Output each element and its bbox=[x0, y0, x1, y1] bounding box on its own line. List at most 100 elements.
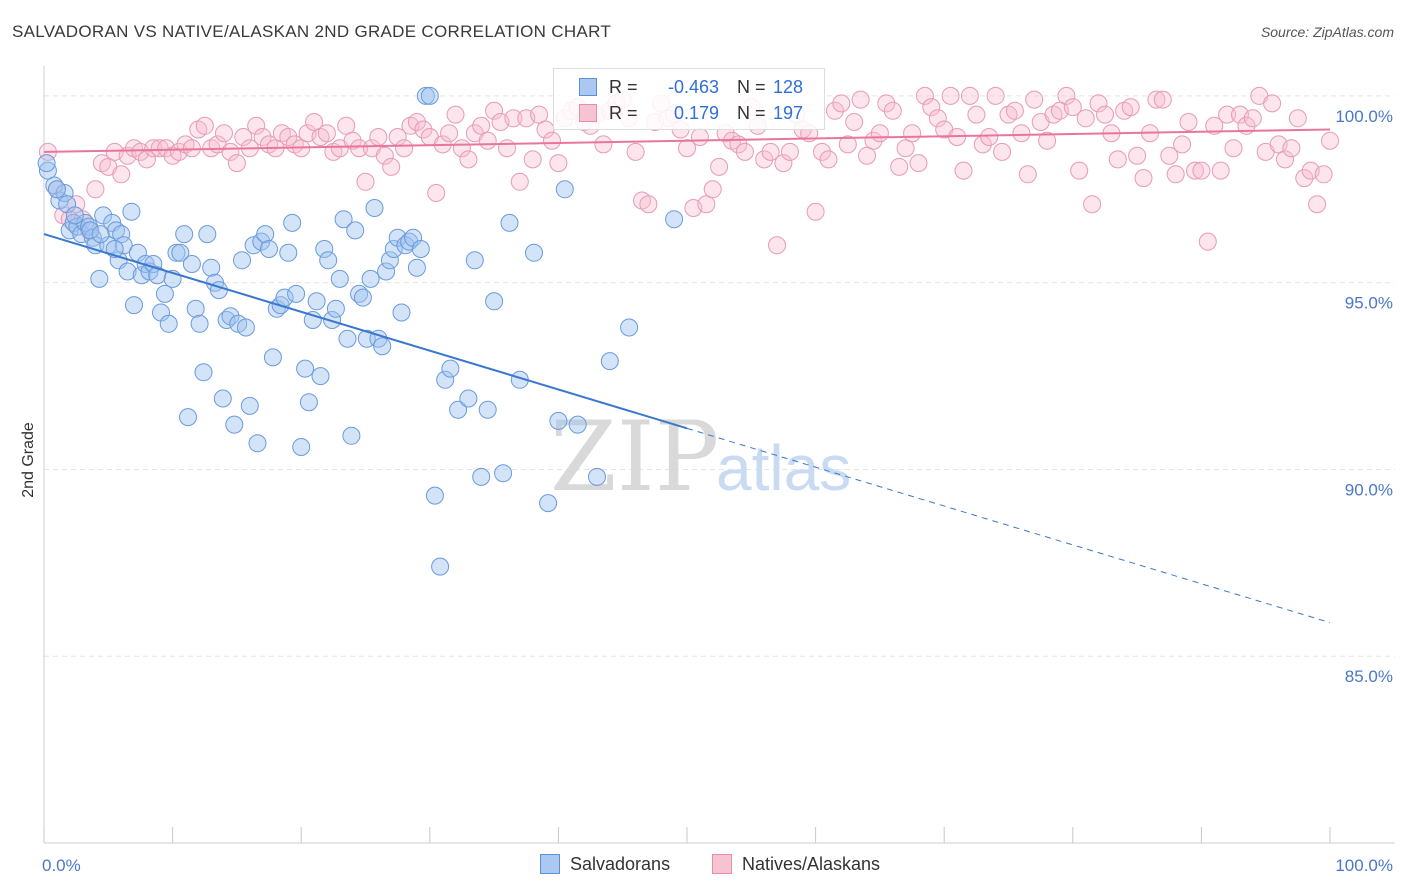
natives-point bbox=[877, 94, 896, 113]
r-label: R = bbox=[609, 102, 638, 123]
x-tick-label: 0.0% bbox=[42, 856, 81, 875]
natives-point bbox=[305, 113, 324, 131]
salvadoran-point bbox=[175, 225, 194, 244]
natives-point bbox=[1218, 105, 1237, 124]
natives-point bbox=[543, 131, 561, 150]
salvadoran-point bbox=[167, 243, 186, 262]
salvadoran-point bbox=[500, 213, 519, 232]
natives-point bbox=[395, 139, 414, 158]
salvadoran-point bbox=[388, 228, 407, 247]
natives-point bbox=[813, 142, 831, 161]
natives-point bbox=[1205, 116, 1224, 135]
natives-point bbox=[890, 157, 909, 176]
natives-point bbox=[896, 139, 915, 158]
salvadoran-point bbox=[299, 393, 318, 412]
natives-point bbox=[858, 146, 876, 165]
natives-point bbox=[1211, 161, 1230, 180]
x-tick-label: 100.0% bbox=[1335, 856, 1393, 875]
salvadoran-point bbox=[549, 411, 568, 430]
natives-point bbox=[967, 105, 986, 124]
natives-point bbox=[485, 101, 504, 120]
natives-point bbox=[498, 139, 516, 158]
salvadoran-trend-line bbox=[43, 233, 688, 430]
salvadoran-point bbox=[122, 202, 141, 221]
natives-point bbox=[832, 94, 851, 113]
natives-point bbox=[690, 128, 709, 146]
salvadoran-point bbox=[365, 199, 384, 217]
natives-point bbox=[1295, 169, 1314, 188]
natives-point bbox=[350, 139, 369, 158]
natives-point bbox=[1134, 169, 1153, 188]
salvadoran-point bbox=[420, 86, 439, 105]
salvadoran-point bbox=[665, 210, 684, 229]
salvadoran-point bbox=[190, 314, 209, 333]
natives-point bbox=[1108, 150, 1127, 169]
natives-point bbox=[427, 184, 446, 202]
natives-point bbox=[909, 154, 928, 173]
natives-point bbox=[960, 86, 979, 105]
salvadoran-point bbox=[330, 269, 349, 288]
salvadorans-legend-swatch bbox=[540, 854, 560, 874]
natives-point bbox=[253, 128, 272, 146]
natives-point bbox=[626, 142, 645, 161]
salvadoran-point bbox=[384, 240, 403, 258]
salvadoran-point bbox=[334, 210, 353, 229]
natives-point bbox=[838, 135, 857, 154]
natives-point bbox=[1166, 165, 1185, 184]
chart-title: SALVADORAN VS NATIVE/ALASKAN 2ND GRADE C… bbox=[12, 22, 612, 41]
salvadoran-point bbox=[539, 494, 558, 513]
legend-item-salvadorans[interactable]: Salvadorans bbox=[540, 852, 670, 876]
natives-point bbox=[234, 128, 253, 146]
salvadoran-point bbox=[182, 255, 201, 273]
natives-point bbox=[1314, 165, 1333, 184]
natives-point bbox=[375, 146, 394, 165]
natives-point bbox=[1192, 161, 1211, 180]
legend-row-salvadorans: R = -0.463 N = 128 bbox=[579, 75, 803, 99]
natives-point bbox=[446, 105, 465, 124]
natives-legend-label: Natives/Alaskans bbox=[742, 853, 881, 874]
natives-point bbox=[317, 124, 336, 143]
natives-point bbox=[1224, 139, 1243, 158]
natives-point bbox=[86, 180, 105, 199]
natives-point bbox=[928, 109, 947, 128]
natives-point bbox=[1308, 195, 1327, 214]
y-axis-title: 2nd Grade bbox=[20, 422, 37, 498]
salvadoran-point bbox=[72, 225, 91, 244]
natives-point bbox=[227, 154, 246, 173]
natives-point bbox=[1263, 94, 1282, 113]
salvadoran-point bbox=[248, 434, 267, 453]
natives-point bbox=[504, 109, 523, 128]
natives-point bbox=[761, 142, 780, 161]
natives-point bbox=[774, 154, 793, 173]
natives-point bbox=[382, 157, 401, 176]
natives-point bbox=[1282, 139, 1301, 158]
salvadoran-point bbox=[292, 438, 311, 456]
natives-point bbox=[1121, 98, 1140, 117]
salvadoran-point bbox=[315, 240, 334, 258]
legend-item-natives[interactable]: Natives/Alaskans bbox=[712, 852, 880, 876]
natives-point bbox=[144, 139, 163, 158]
natives-point bbox=[1083, 195, 1102, 214]
salvadoran-point bbox=[338, 329, 357, 348]
natives-point bbox=[851, 90, 870, 109]
salvadoran-point bbox=[260, 240, 278, 258]
natives-point bbox=[523, 150, 542, 169]
natives-point bbox=[825, 101, 844, 120]
natives-point bbox=[922, 98, 941, 117]
natives-point bbox=[1276, 150, 1294, 169]
natives-point bbox=[356, 172, 375, 191]
salvadoran-point bbox=[478, 400, 497, 419]
natives-point bbox=[215, 124, 233, 143]
salvadoran-point bbox=[568, 415, 587, 434]
natives-point bbox=[1186, 161, 1204, 180]
natives-point bbox=[806, 202, 825, 221]
salvadoran-point bbox=[213, 389, 232, 408]
natives-point bbox=[1018, 165, 1037, 184]
salvadoran-point bbox=[416, 86, 435, 105]
salvadoran-point bbox=[225, 415, 244, 434]
salvadoran-point bbox=[240, 396, 259, 415]
salvadoran-point bbox=[81, 221, 100, 240]
natives-point bbox=[1128, 146, 1147, 165]
natives-legend-swatch bbox=[712, 854, 732, 874]
salvadoran-point bbox=[377, 262, 396, 281]
